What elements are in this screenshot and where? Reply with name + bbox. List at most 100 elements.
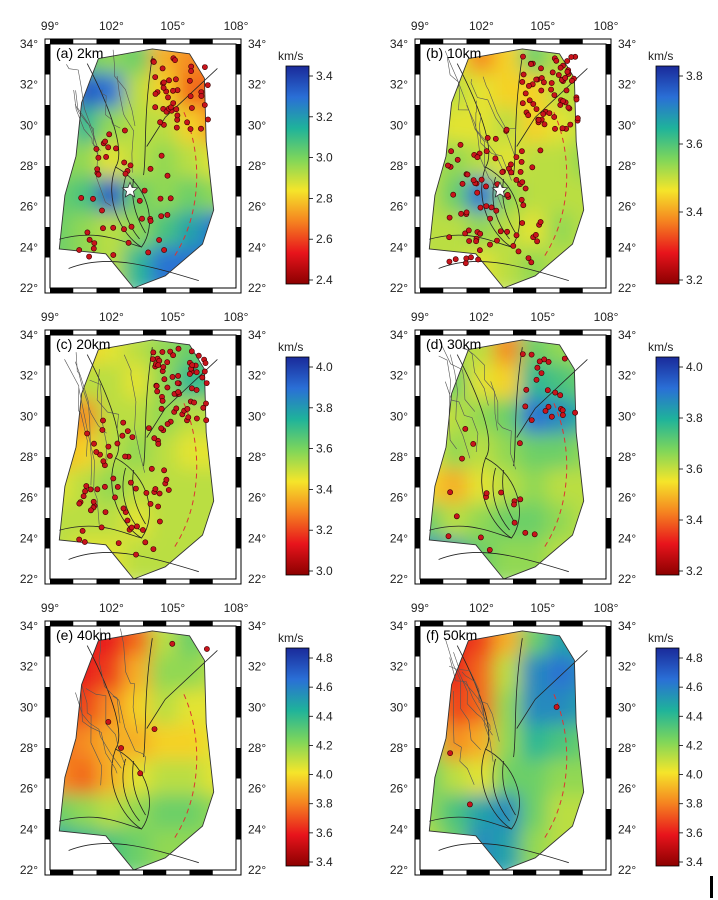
earthquake-dot <box>122 170 129 177</box>
earthquake-dot <box>468 254 474 261</box>
earthquake-dot <box>164 384 171 391</box>
frame-tick <box>189 870 213 875</box>
colorbar-tick-label: 3.4 <box>686 855 703 869</box>
earthquake-dot <box>445 533 452 540</box>
velocity-field <box>59 630 214 870</box>
earthquake-dot <box>161 247 167 253</box>
latitude-tick-label-left: 30° <box>390 700 408 714</box>
earthquake-dot <box>447 489 453 496</box>
frame-tick <box>606 396 611 427</box>
earthquake-dot <box>452 256 459 263</box>
latitude-tick-label-left: 22° <box>20 863 38 877</box>
earthquake-dot <box>152 74 159 80</box>
velocity-cell <box>573 177 584 225</box>
latitude-tick-label-right: 28° <box>618 741 636 755</box>
fault-block <box>111 748 150 830</box>
boundary-line <box>64 359 88 457</box>
earthquake-dot <box>572 409 578 416</box>
earthquake-dot <box>76 247 83 253</box>
boundary-line <box>479 113 512 181</box>
earthquake-dot <box>545 403 552 410</box>
velocity-field <box>59 48 214 289</box>
earthquake-dot <box>474 189 481 196</box>
latitude-tick-label-right: 28° <box>248 741 266 755</box>
latitude-tick-label-left: 32° <box>20 660 38 674</box>
earthquake-dot <box>477 534 484 541</box>
earthquake-dot <box>163 476 170 483</box>
frame-tick <box>513 288 537 293</box>
latitude-tick-label-left: 30° <box>20 409 38 423</box>
frame-tick <box>606 809 611 840</box>
earthquake-dot <box>519 351 526 357</box>
frame-tick <box>606 105 611 136</box>
latitude-tick-label-right: 32° <box>618 369 636 383</box>
frame-tick <box>606 44 611 75</box>
frame-tick <box>143 621 167 626</box>
earthquake-dot <box>114 440 121 447</box>
earthquake-dot <box>102 509 109 515</box>
frame-tick <box>96 39 120 44</box>
earthquake-dots <box>76 345 210 558</box>
earthquake-dot <box>189 362 196 368</box>
frame-tick <box>45 626 50 657</box>
fault-line <box>146 359 218 438</box>
latitude-tick-label-left: 32° <box>390 660 408 674</box>
earthquake-dot <box>563 87 570 94</box>
earthquake-dot <box>159 349 166 355</box>
earthquake-dot <box>463 255 470 262</box>
earthquake-dot <box>129 434 136 440</box>
latitude-tick-label-right: 30° <box>248 700 266 714</box>
earthquake-dot <box>483 490 490 497</box>
boundary-line <box>73 89 101 151</box>
latitude-tick-label-right: 32° <box>618 78 636 92</box>
fault-line <box>122 758 140 822</box>
earthquake-dot <box>155 440 162 447</box>
frame-tick <box>50 621 74 626</box>
earthquake-dot <box>504 228 510 235</box>
earthquake-dot <box>462 425 469 432</box>
boundary-line <box>81 685 103 786</box>
fault-lines <box>429 347 588 573</box>
earthquake-dot <box>158 405 165 412</box>
earthquake-dot <box>477 204 484 211</box>
earthquake-dot <box>528 259 535 266</box>
colorbar-tick-label: 4.4 <box>686 709 703 723</box>
earthquake-dot <box>81 539 88 545</box>
panel-label: (a) 2km <box>56 45 103 61</box>
earthquake-dot <box>542 407 549 414</box>
boundary-line <box>66 64 98 148</box>
earthquake-dot <box>483 203 490 209</box>
earthquake-dot <box>154 388 161 395</box>
panel-label: (c) 20km <box>56 336 110 352</box>
latitude-tick-label-left: 34° <box>20 37 38 51</box>
earthquake-dot <box>474 154 481 161</box>
frame-tick <box>143 579 167 584</box>
colorbar-tick-label: 4.2 <box>316 738 333 752</box>
longitude-tick-label: 105° <box>530 601 555 615</box>
latitude-tick-label-left: 26° <box>390 782 408 796</box>
earthquake-dot <box>531 531 538 538</box>
map-panel: 99° 102° 105° 108° 34° 34° 32° 32° 30° 30° 28° 28° 2… <box>390 310 703 586</box>
earthquake-dot <box>553 704 560 710</box>
earthquake-dot <box>204 82 211 88</box>
boundary-line <box>112 695 146 773</box>
earthquake-dot <box>122 127 128 134</box>
earthquake-dot <box>522 185 529 192</box>
colorbar-tick-label: 3.0 <box>316 564 333 578</box>
frame-tick <box>96 621 120 626</box>
colorbar <box>655 65 680 285</box>
colorbar-tick-label: 3.0 <box>316 151 333 165</box>
earthquake-dot <box>166 77 172 84</box>
fault-line <box>132 469 146 525</box>
earthquake-dot <box>83 483 90 489</box>
earthquake-dot <box>91 240 98 246</box>
latitude-tick-label-right: 32° <box>248 78 266 92</box>
earthquake-dot <box>102 483 108 490</box>
earthquake-dot <box>473 238 479 245</box>
fault-line <box>516 359 588 438</box>
boundary-line <box>453 691 475 785</box>
frame-tick <box>559 870 583 875</box>
earthquake-dot <box>530 101 537 107</box>
frame-tick <box>559 39 583 44</box>
colorbar-tick-label: 3.2 <box>686 273 703 287</box>
